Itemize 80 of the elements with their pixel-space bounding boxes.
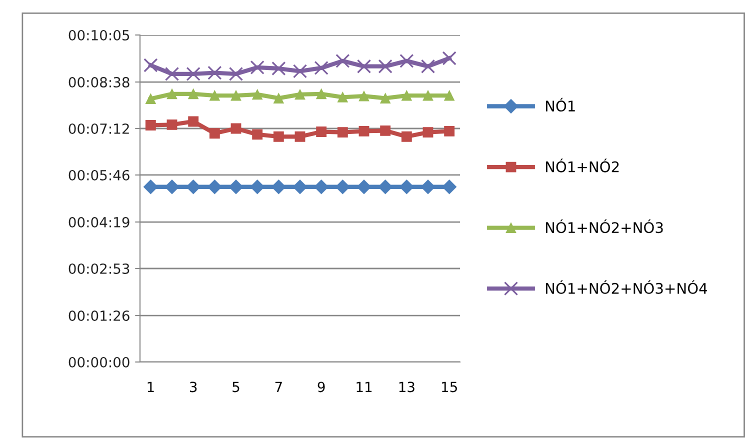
x-tick-label: 1 (148, 382, 154, 392)
point (209, 128, 220, 139)
point (294, 89, 306, 100)
y-tick-label: 00:08:38 (68, 76, 130, 88)
point (164, 66, 180, 81)
point (230, 90, 242, 101)
point (272, 61, 286, 76)
point (420, 59, 436, 74)
point (292, 64, 308, 78)
point (143, 180, 158, 194)
y-tick-label: 00:02:53 (68, 263, 130, 274)
point (250, 60, 264, 75)
point (337, 92, 348, 102)
point (166, 120, 178, 130)
legend-label: NÓ1+NÓ2+NÓ3 (546, 219, 663, 234)
point (422, 127, 434, 138)
point (336, 54, 350, 68)
point (164, 180, 180, 194)
point (444, 126, 455, 136)
point (294, 131, 306, 142)
x-tick-label: 7 (275, 382, 282, 392)
point (208, 66, 222, 80)
point (356, 180, 372, 194)
point (335, 180, 350, 194)
y-tick-label: 00:00:00 (68, 356, 130, 368)
point (188, 116, 199, 127)
point (273, 93, 284, 104)
legend-label: NÓ1+NÓ2+NÓ3+NÓ4 (546, 280, 708, 294)
point (356, 59, 372, 74)
legend-label: NÓ1+NÓ2 (546, 158, 619, 172)
point (337, 127, 348, 138)
point (380, 93, 391, 104)
point (358, 126, 370, 136)
x-tick-label: 9 (318, 382, 325, 392)
point (401, 131, 412, 142)
point (400, 54, 414, 68)
x-tick-label: 11 (356, 382, 372, 392)
point (271, 180, 286, 194)
point (316, 126, 327, 137)
point (209, 90, 220, 101)
point (442, 51, 456, 66)
point (145, 94, 156, 104)
y-tick-label: 00:07:12 (68, 123, 129, 134)
point (378, 180, 393, 194)
point (401, 90, 412, 101)
y-tick-label: 00:01:26 (68, 310, 130, 321)
point (444, 90, 455, 101)
point (314, 60, 328, 76)
point (442, 180, 457, 194)
y-tick-label: 00:04:19 (68, 216, 130, 228)
point (316, 88, 327, 100)
x-tick-label: 3 (190, 382, 197, 392)
y-tick-label: 00:10:05 (68, 30, 130, 40)
point (378, 59, 392, 74)
point (230, 123, 242, 134)
x-tick-label: 15 (442, 382, 457, 392)
point (144, 58, 158, 72)
point (252, 129, 263, 140)
x-tick-label: 5 (232, 382, 240, 392)
point (228, 66, 244, 81)
point (207, 180, 222, 194)
point (186, 180, 201, 194)
point (358, 90, 370, 102)
point (380, 125, 391, 136)
point (250, 180, 265, 194)
point (422, 90, 434, 101)
point (292, 180, 308, 194)
x-tick-label: 13 (399, 382, 414, 392)
point (399, 180, 414, 194)
point (186, 66, 200, 81)
point (188, 88, 199, 100)
y-tick-label: 00:05:46 (68, 170, 130, 180)
point (166, 88, 178, 100)
point (314, 180, 329, 194)
point (252, 89, 263, 100)
point (145, 120, 156, 130)
point (273, 131, 284, 142)
legend-label: NÓ1 (546, 98, 575, 112)
point (420, 180, 436, 194)
point (228, 180, 244, 194)
